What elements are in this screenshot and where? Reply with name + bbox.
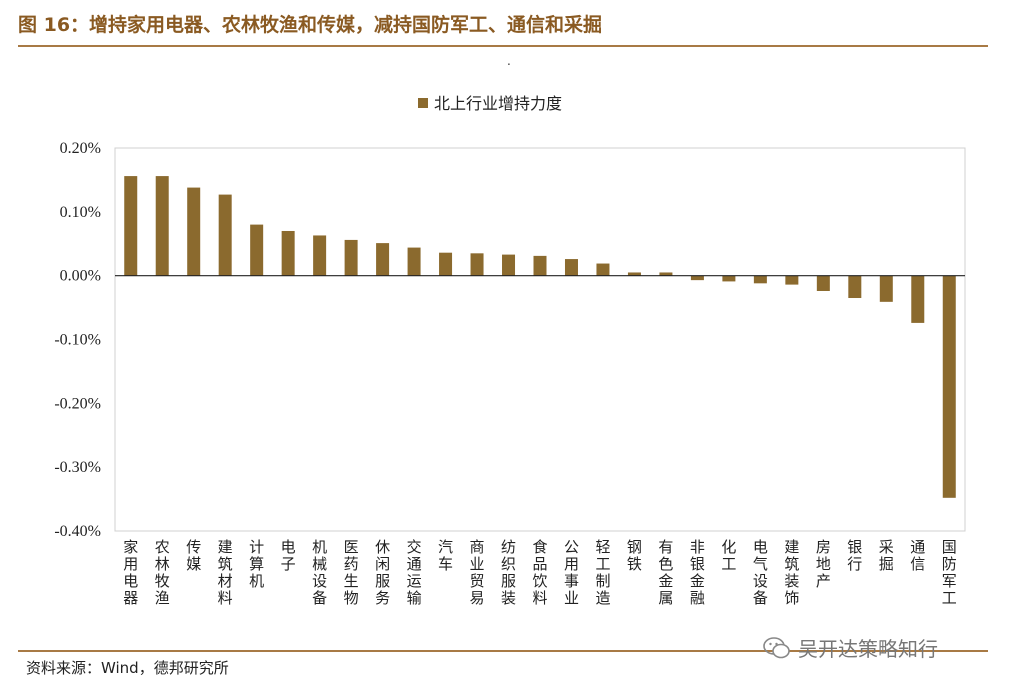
bar: [218, 194, 232, 276]
x-category-label: 交通运输: [407, 538, 422, 607]
bar: [879, 275, 893, 302]
x-category-label: 电气设备: [753, 538, 768, 607]
x-category-label: 医药生物: [344, 538, 359, 607]
footer-rule: [18, 650, 988, 652]
bar: [848, 275, 862, 299]
x-category-label: 机械设备: [312, 538, 327, 607]
bar: [281, 230, 295, 276]
x-category-label: 休闲服务: [375, 538, 390, 607]
x-category-label: 国防军工: [942, 538, 957, 607]
bar: [124, 176, 138, 276]
bar: [533, 255, 547, 276]
y-tick-label: -0.20%: [54, 395, 101, 412]
bar: [627, 272, 641, 276]
x-category-label: 电子: [281, 538, 296, 573]
bar: [785, 275, 799, 285]
bar: [407, 247, 421, 276]
figure-title: 图 16：增持家用电器、农林牧渔和传媒，减持国防军工、通信和采掘: [18, 14, 603, 36]
y-tick-label: 0.00%: [60, 268, 101, 285]
bar: [911, 275, 925, 323]
x-category-label: 公用事业: [564, 538, 579, 607]
x-category-label: 建筑材料: [218, 538, 233, 607]
plot-frame: [114, 147, 966, 532]
bar: [690, 275, 704, 281]
bar: [564, 259, 578, 276]
bar: [187, 187, 201, 276]
x-category-label: 农林牧渔: [155, 538, 170, 607]
bar: [753, 275, 767, 284]
bar: [816, 275, 830, 291]
title-rule: [18, 45, 988, 47]
watermark-text: 吴开达策略知行: [798, 637, 938, 661]
x-category-label: 家用电器: [123, 538, 138, 607]
bar: [250, 224, 264, 276]
bar: [344, 239, 358, 276]
x-category-label: 有色金属: [658, 538, 673, 607]
x-category-label: 纺织服装: [501, 538, 516, 607]
wechat-icon: [763, 636, 790, 658]
x-category-label: 轻工制造: [595, 538, 610, 607]
x-category-label: 房地产: [816, 538, 831, 590]
bar: [596, 263, 610, 276]
y-tick-label: 0.10%: [60, 204, 101, 221]
bar: [439, 252, 453, 276]
x-category-label: 化工: [721, 538, 736, 573]
legend: 北上行业增持力度: [418, 94, 562, 113]
x-category-label: 汽车: [438, 538, 453, 573]
source-note: 资料来源：Wind，德邦研究所: [26, 659, 229, 677]
bar: [376, 243, 390, 276]
legend-label: 北上行业增持力度: [434, 94, 562, 113]
bar: [722, 275, 736, 282]
y-tick-label: 0.20%: [60, 140, 101, 157]
x-category-label: 非银金融: [690, 538, 705, 607]
x-category-label: 食品饮料: [532, 538, 547, 607]
bar: [502, 254, 516, 276]
x-category-label: 计算机: [249, 538, 264, 590]
x-category-label: 商业贸易: [470, 538, 485, 607]
bar: [155, 176, 169, 276]
y-tick-label: -0.10%: [54, 332, 101, 349]
x-category-label: 建筑装饰: [784, 538, 799, 607]
bar: [942, 275, 956, 498]
x-category-label: 通信: [910, 538, 925, 573]
legend-swatch: [418, 98, 428, 108]
x-category-label: 银行: [847, 538, 862, 573]
bar: [313, 235, 327, 276]
bar: [470, 253, 484, 276]
stray-dot: .: [507, 54, 511, 68]
y-tick-label: -0.30%: [54, 459, 101, 476]
x-category-label: 采掘: [879, 538, 894, 573]
x-category-label: 钢铁: [627, 538, 642, 573]
y-tick-label: -0.40%: [54, 523, 101, 540]
bar: [659, 272, 673, 276]
watermark: 吴开达策略知行: [762, 633, 938, 662]
x-category-label: 传媒: [186, 538, 201, 573]
